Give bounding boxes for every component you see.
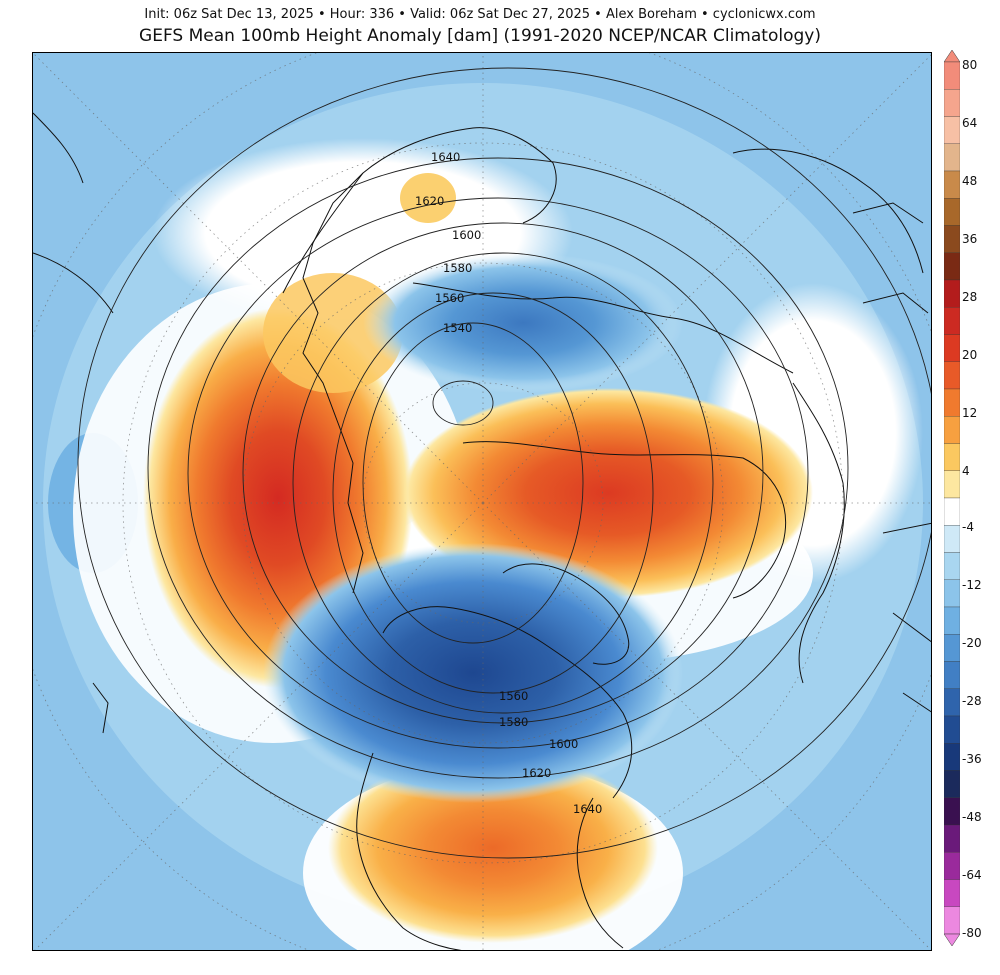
map-title: GEFS Mean 100mb Height Anomaly [dam] (19…: [139, 26, 821, 46]
colorbar-tick-label: -28: [962, 694, 982, 708]
colorbar-segment: [944, 61, 960, 90]
contour-1560: [332, 292, 654, 694]
colorbar-tick-label: -20: [962, 636, 982, 650]
positive-anomaly-united-states: [328, 753, 658, 943]
colorbar-tick-label: 12: [962, 406, 978, 420]
anomaly-map: 1640 1620 1600 1580 1560 1540 1560 1580 …: [32, 52, 932, 951]
contour-labels: 1640 1620 1600 1580 1560 1540 1560 1580 …: [415, 150, 602, 816]
contour-outer: [77, 67, 931, 859]
colorbar: [944, 50, 960, 946]
colorbar-tick-label: 80: [962, 58, 978, 72]
colorbar-segment: [944, 170, 960, 199]
contour-label-1620-south: 1620: [522, 766, 551, 780]
colorbar-segment: [944, 552, 960, 580]
colorbar-tick-label: -36: [962, 752, 982, 766]
negative-anomaly-canada: [263, 543, 683, 803]
colorbar-segment: [944, 852, 960, 880]
coastlines: [33, 112, 931, 950]
contour-1620: [187, 197, 809, 749]
contour-label-1580-north: 1580: [443, 261, 472, 275]
colorbar-segment: [944, 89, 960, 117]
contour-label-1560-south: 1560: [499, 689, 528, 703]
colorbar-segment: [944, 770, 960, 798]
colorbar-segment: [944, 906, 960, 935]
colorbar-segment: [944, 198, 960, 226]
colorbar-segment: [944, 307, 960, 335]
colorbar-tick-label: 20: [962, 348, 978, 362]
contour-label-1580-south: 1580: [499, 715, 528, 729]
colorbar-segment: [944, 143, 960, 172]
contour-label-1620-north: 1620: [415, 194, 444, 208]
contour-1580: [292, 252, 714, 714]
positive-anomaly-nw-europe: [263, 273, 403, 393]
contour-label-1640-north: 1640: [431, 150, 460, 164]
colorbar-segment: [944, 334, 960, 362]
map-subtitle: Init: 06z Sat Dec 13, 2025 • Hour: 336 •…: [144, 7, 816, 22]
colorbar-tick-label: 36: [962, 232, 978, 246]
contour-label-1540: 1540: [443, 321, 472, 335]
colorbar-max-arrow: [944, 50, 960, 63]
colorbar-segment: [944, 443, 960, 471]
colorbar-segment: [944, 797, 960, 826]
colorbar-tick-label: -64: [962, 868, 982, 882]
colorbar-segment: [944, 525, 960, 553]
contour-label-1600-south: 1600: [549, 737, 578, 751]
colorbar-segment: [944, 361, 960, 390]
colorbar-segment: [944, 743, 960, 771]
contour-label-1600-north: 1600: [452, 228, 481, 242]
colorbar-tick-label: -80: [962, 926, 982, 940]
colorbar-segment: [944, 497, 960, 526]
colorbar-segment: [944, 606, 960, 635]
positive-anomaly-atlantic: [400, 173, 456, 223]
colorbar-tick-label: 48: [962, 174, 978, 188]
colorbar-segment: [944, 879, 960, 907]
colorbar-segment: [944, 225, 960, 253]
height-contours: [77, 67, 931, 859]
colorbar-tick-label: 4: [962, 464, 970, 478]
colorbar-min-arrow: [944, 933, 960, 946]
colorbar-tick-label: 64: [962, 116, 978, 130]
colorbar-segment: [944, 388, 960, 417]
colorbar-segment: [944, 661, 960, 689]
colorbar-segment: [944, 252, 960, 281]
contour-1520: [432, 380, 494, 426]
colorbar-tick-label: -48: [962, 810, 982, 824]
colorbar-segment: [944, 470, 960, 499]
colorbar-segment: [944, 715, 960, 744]
colorbar-tick-label: 28: [962, 290, 978, 304]
colorbar-tick-label: -12: [962, 578, 982, 592]
colorbar-tick-label: -4: [962, 520, 974, 534]
contour-label-1560-north: 1560: [435, 291, 464, 305]
contour-1640: [147, 157, 849, 779]
colorbar-segment: [944, 634, 960, 662]
colorbar-segment: [944, 416, 960, 444]
colorbar-segment: [944, 279, 960, 308]
contour-1600: [242, 222, 764, 724]
colorbar-segment: [944, 688, 960, 717]
contour-1540: [362, 322, 584, 644]
colorbar-segment: [944, 116, 960, 144]
colorbar-segment: [944, 579, 960, 608]
colorbar-segment: [944, 824, 960, 853]
contour-label-1640-south: 1640: [573, 802, 602, 816]
